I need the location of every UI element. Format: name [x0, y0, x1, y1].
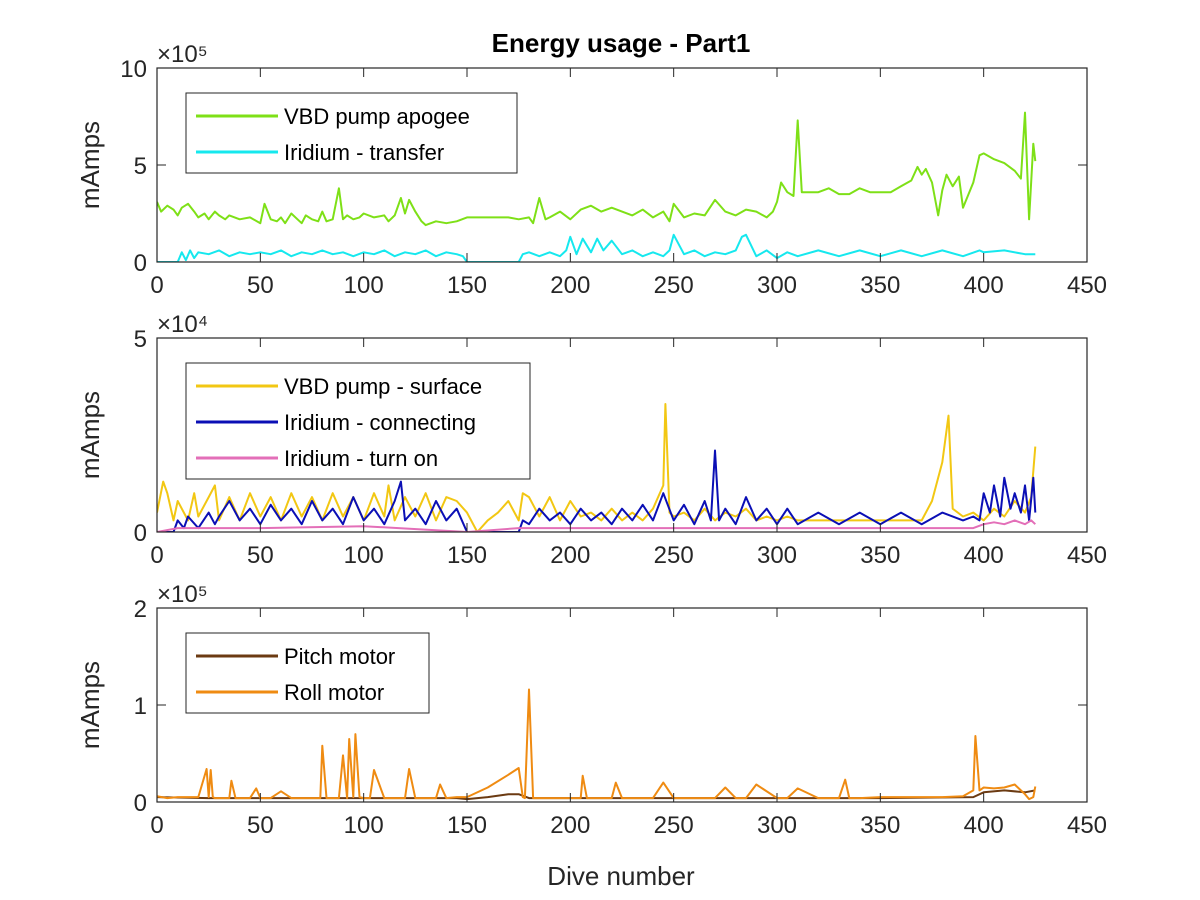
y-tick-label: 0: [134, 250, 147, 277]
y-tick-label: 5: [134, 153, 147, 180]
legend-label-1: VBD pump - surface: [284, 374, 482, 399]
x-tick-label: 300: [757, 812, 797, 839]
x-tick-label: 250: [654, 542, 694, 569]
x-tick-label: 0: [150, 812, 163, 839]
legend-box: [185, 632, 430, 714]
y-exponent-label: ×10⁵: [157, 41, 208, 68]
legend-label-3: Iridium - turn on: [284, 446, 438, 471]
panel-2: 0 50 100 150 200 250 300 350 400 450 0 5 ×10⁴ mAmps VB…: [75, 311, 1107, 569]
y-tick-label: 0: [134, 520, 147, 547]
x-tick-label: 250: [654, 272, 694, 299]
x-tick-label: 450: [1067, 812, 1107, 839]
legend-label-1: Pitch motor: [284, 644, 395, 669]
x-tick-label: 400: [964, 542, 1004, 569]
x-tick-label: 400: [964, 812, 1004, 839]
x-tick-label: 0: [150, 272, 163, 299]
panel-3: 0 50 100 150 200 250 300 350 400 450 0 1 2 ×10⁵ mAmps P…: [75, 581, 1107, 839]
y-tick-label: 2: [134, 596, 147, 623]
series-line-2: [157, 233, 1036, 262]
x-tick-label: 450: [1067, 272, 1107, 299]
y-tick-label: 5: [134, 326, 147, 353]
legend-label-2: Iridium - connecting: [284, 410, 476, 435]
x-tick-label: 100: [344, 542, 384, 569]
x-tick-label: 100: [344, 272, 384, 299]
y-tick-label: 0: [134, 790, 147, 817]
x-tick-label: 350: [860, 272, 900, 299]
y-tick-label: 10: [120, 56, 147, 83]
series-line-2: [157, 688, 1037, 801]
y-exponent-label: ×10⁴: [157, 311, 208, 338]
x-tick-label: 0: [150, 542, 163, 569]
legend-label-2: Iridium - transfer: [284, 140, 444, 165]
legend: VBD pump apogee Iridium - transfer: [185, 92, 518, 174]
legend: VBD pump - surface Iridium - connecting Ir…: [185, 362, 531, 480]
panel-1: 0 50 100 150 200 250 300 350 400 450 0 5 10 ×10⁵ mAmps…: [75, 41, 1107, 299]
x-tick-label: 450: [1067, 542, 1107, 569]
x-tick-label: 150: [447, 812, 487, 839]
x-tick-label: 200: [550, 542, 590, 569]
x-tick-label: 250: [654, 812, 694, 839]
figure-title: Energy usage - Part1: [492, 28, 751, 58]
series-line-2: [157, 449, 1037, 532]
x-tick-label: 50: [247, 542, 274, 569]
x-tick-label: 350: [860, 542, 900, 569]
series-group: [157, 111, 1037, 262]
x-tick-label: 300: [757, 272, 797, 299]
x-tick-label: 150: [447, 542, 487, 569]
x-tick-label: 200: [550, 272, 590, 299]
legend: Pitch motor Roll motor: [185, 632, 430, 714]
x-tick-label: 100: [344, 812, 384, 839]
y-exponent-label: ×10⁵: [157, 581, 208, 608]
y-axis-label: mAmps: [75, 121, 105, 209]
x-tick-label: 350: [860, 812, 900, 839]
x-tick-label: 50: [247, 812, 274, 839]
x-tick-label: 150: [447, 272, 487, 299]
panels: 0 50 100 150 200 250 300 350 400 4500510×10⁵mAmps…: [75, 41, 1107, 839]
x-axis-label: Dive number: [547, 861, 695, 891]
x-tick-label: 400: [964, 272, 1004, 299]
x-tick-label: 300: [757, 542, 797, 569]
series-line-1: [157, 403, 1037, 532]
y-axis-label: mAmps: [75, 661, 105, 749]
x-tick-label: 200: [550, 812, 590, 839]
axes-box: [156, 337, 1088, 533]
legend-label-1: VBD pump apogee: [284, 104, 470, 129]
legend-label-2: Roll motor: [284, 680, 384, 705]
series-line-1: [157, 111, 1037, 227]
y-tick-label: 1: [134, 693, 147, 720]
y-axis-label: mAmps: [75, 391, 105, 479]
legend-box: [185, 92, 518, 174]
x-tick-label: 50: [247, 272, 274, 299]
